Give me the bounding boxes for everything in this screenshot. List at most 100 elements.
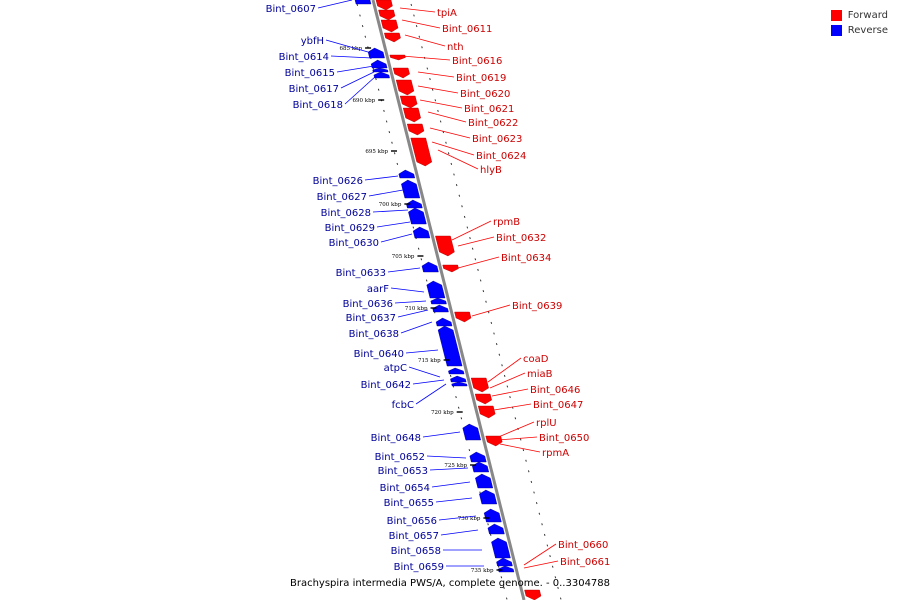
tick-mark: [541, 523, 543, 526]
forward-swatch: [830, 10, 842, 21]
gene-label-bint-0624: Bint_0624: [476, 151, 526, 162]
tick-mark: [434, 99, 437, 102]
scale-labels: 685 kbp 690 kbp 695 kbp 700 kbp 705 kbp 710 k…: [339, 46, 503, 574]
forward-gene-feature: [442, 264, 459, 273]
tick-mark: [469, 237, 471, 240]
leader-line: [394, 300, 427, 304]
gene-label-bint-0656: Bint_0656: [387, 516, 437, 527]
tick-mark: [533, 491, 535, 494]
tick-mark: [364, 35, 367, 38]
leader-line: [438, 515, 477, 521]
tick-mark: [420, 258, 423, 261]
forward-gene-feature: [524, 589, 542, 600]
tick-mark: [543, 533, 546, 536]
tick-mark: [388, 131, 391, 134]
gene-label-bint-0628: Bint_0628: [321, 208, 371, 219]
gene-label-ybfh: ybfH: [301, 36, 324, 47]
leader-line: [422, 431, 461, 438]
gene-label-miab: miaB: [527, 369, 553, 380]
tick-mark: [490, 321, 493, 324]
scale-label: 685 kbp: [339, 46, 362, 52]
gene-label-bint-0650: Bint_0650: [539, 433, 589, 444]
reverse-gene-feature: [448, 367, 465, 375]
tick-mark: [455, 396, 457, 399]
leader-line: [344, 75, 377, 105]
gene-label-bint-0655: Bint_0655: [384, 498, 434, 509]
leader-line: [523, 543, 557, 566]
tick-mark: [519, 438, 522, 441]
tick-mark: [530, 480, 533, 483]
leader-line: [415, 383, 447, 405]
tick-mark: [495, 343, 498, 346]
forward-gene-feature: [389, 54, 406, 61]
tick-mark: [356, 3, 359, 6]
gene-label-coad: coaD: [523, 354, 549, 365]
forward-gene-feature: [454, 311, 472, 323]
tick-mark: [455, 184, 458, 187]
tick-mark: [385, 120, 388, 123]
leader-line: [489, 372, 526, 389]
tick-mark: [466, 226, 469, 229]
reverse-gene-feature: [354, 0, 372, 5]
gene-label-bint-0626: Bint_0626: [313, 176, 363, 187]
tick-mark: [479, 491, 481, 494]
forward-gene-feature: [384, 32, 401, 43]
tick-mark: [489, 533, 492, 536]
tick-mark: [487, 523, 489, 526]
scale-label: 715 kbp: [418, 358, 441, 364]
tick-mark: [457, 406, 460, 409]
leader-line: [523, 560, 559, 569]
reverse-gene-feature: [430, 297, 447, 305]
leader-line: [427, 111, 467, 123]
leader-line: [497, 436, 538, 441]
gene-label-rplu: rplU: [536, 418, 557, 429]
gene-label-bint-0637: Bint_0637: [346, 313, 396, 324]
gene-label-bint-0615: Bint_0615: [285, 68, 335, 79]
reverse-gene-feature: [450, 375, 467, 383]
leader-line: [499, 443, 541, 453]
tick-mark: [383, 109, 385, 112]
tick-mark: [421, 46, 423, 49]
scale-label: 725 kbp: [444, 463, 467, 469]
reverse-gene-feature: [367, 47, 385, 59]
legend: Forward Reverse: [830, 8, 888, 38]
gene-label-atpc: atpC: [384, 363, 407, 374]
leader-line: [491, 388, 529, 397]
forward-gene-feature: [395, 79, 415, 96]
gene-label-bint-0660: Bint_0660: [558, 540, 608, 551]
reverse-gene-feature: [372, 67, 389, 73]
gene-label-bint-0630: Bint_0630: [329, 238, 379, 249]
tick-marks: [356, 3, 562, 600]
leader-line: [317, 0, 353, 9]
forward-gene-feature: [375, 0, 393, 11]
leader-line: [336, 65, 375, 73]
reverse-gene-feature: [475, 473, 494, 489]
gene-label-bint-0627: Bint_0627: [317, 192, 367, 203]
tick-mark: [447, 152, 450, 155]
tick-mark: [391, 141, 393, 144]
forward-gene-feature: [470, 377, 489, 393]
reverse-gene-feature: [472, 461, 490, 473]
reverse-gene-feature: [451, 381, 468, 387]
tick-mark: [418, 35, 421, 38]
gene-label-bint-0620: Bint_0620: [460, 89, 510, 100]
gene-label-hlyb: hlyB: [480, 165, 502, 176]
tick-mark: [460, 417, 463, 420]
tick-mark: [514, 417, 517, 420]
leader-line: [408, 366, 441, 378]
gene-label-bint-0638: Bint_0638: [349, 329, 399, 340]
gene-label-rpma: rpmA: [542, 448, 569, 459]
tick-mark: [554, 576, 557, 579]
leader-line: [429, 127, 471, 139]
forward-gene-feature: [392, 67, 410, 79]
leader-line: [390, 287, 425, 293]
forward-gene-feature: [477, 405, 496, 419]
gene-label-bint-0636: Bint_0636: [343, 299, 393, 310]
forward-gene-feature: [378, 9, 396, 21]
reverse-gene-feature: [496, 557, 513, 567]
forward-gene-feature: [406, 123, 425, 136]
tick-mark: [461, 205, 463, 208]
tick-mark: [505, 597, 508, 600]
forward-gene-feature: [485, 435, 503, 447]
reverse-gene-feature: [462, 423, 482, 441]
